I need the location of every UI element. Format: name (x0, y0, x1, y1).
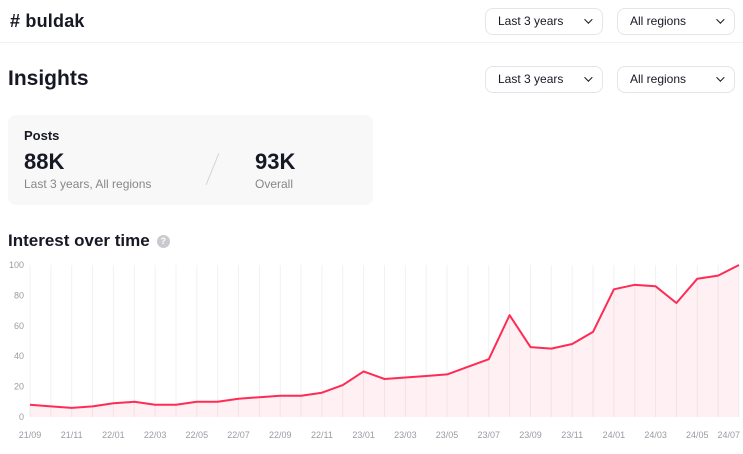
topbar-filters: Last 3 years All regions (485, 7, 735, 35)
topbar: # buldak Last 3 years All regions (0, 0, 743, 42)
posts-caption-filtered: Last 3 years, All regions (24, 177, 152, 191)
chart-title-row: Interest over time ? (0, 231, 743, 251)
header-divider (0, 42, 743, 43)
svg-text:80: 80 (14, 290, 24, 300)
region-dropdown-top[interactable]: All regions (617, 7, 735, 35)
svg-text:23/01: 23/01 (352, 430, 375, 440)
svg-text:21/11: 21/11 (61, 430, 83, 440)
hashtag-title: # buldak (10, 10, 85, 31)
svg-text:23/05: 23/05 (436, 430, 459, 440)
insights-filters: Last 3 years All regions (485, 65, 735, 93)
svg-text:22/07: 22/07 (227, 430, 250, 440)
svg-text:23/03: 23/03 (394, 430, 417, 440)
region-value: All regions (630, 72, 687, 86)
svg-text:23/11: 23/11 (561, 430, 583, 440)
region-dropdown-insights[interactable]: All regions (617, 65, 735, 93)
chevron-down-icon (584, 15, 593, 24)
posts-stat-filtered: 88K Last 3 years, All regions (24, 149, 212, 192)
svg-text:24/07: 24/07 (717, 430, 740, 440)
posts-count-overall: 93K (255, 149, 296, 174)
svg-text:22/05: 22/05 (186, 430, 209, 440)
svg-text:24/01: 24/01 (603, 430, 626, 440)
svg-text:40: 40 (14, 351, 24, 361)
svg-text:22/01: 22/01 (102, 430, 125, 440)
chevron-down-icon (716, 15, 725, 24)
chart-title: Interest over time (8, 231, 150, 250)
time-range-dropdown-top[interactable]: Last 3 years (485, 7, 603, 35)
chevron-down-icon (584, 73, 593, 82)
svg-text:21/09: 21/09 (19, 430, 42, 440)
posts-caption-overall: Overall (255, 177, 294, 191)
svg-text:22/11: 22/11 (311, 430, 333, 440)
info-icon[interactable]: ? (156, 234, 170, 248)
chevron-down-icon (716, 73, 725, 82)
posts-card-stats: 88K Last 3 years, All regions 93K Overal… (24, 149, 357, 192)
svg-text:0: 0 (19, 412, 24, 422)
insights-title: Insights (8, 67, 89, 90)
posts-count-filtered: 88K (24, 149, 65, 174)
svg-text:23/09: 23/09 (519, 430, 542, 440)
chart-container: 0 20 40 60 80 100 21/09 21/11 22/01 22/03 22/05 22/… (0, 255, 743, 447)
svg-text:22/03: 22/03 (144, 430, 167, 440)
svg-text:22/09: 22/09 (269, 430, 292, 440)
svg-text:60: 60 (14, 321, 24, 331)
insights-header: Insights Last 3 years All regions (0, 57, 743, 101)
svg-text:20: 20 (14, 382, 24, 392)
svg-text:24/05: 24/05 (686, 430, 709, 440)
posts-card-label: Posts (24, 128, 60, 143)
svg-text:100: 100 (9, 260, 24, 270)
posts-card: Posts 88K Last 3 years, All regions 93K … (8, 115, 373, 205)
time-range-value: Last 3 years (498, 14, 564, 28)
svg-text:23/07: 23/07 (477, 430, 500, 440)
interest-chart[interactable]: 0 20 40 60 80 100 21/09 21/11 22/01 22/03 22/05 22/… (0, 255, 743, 447)
region-value: All regions (630, 14, 687, 28)
svg-text:24/03: 24/03 (644, 430, 667, 440)
time-range-value: Last 3 years (498, 72, 564, 86)
time-range-dropdown-insights[interactable]: Last 3 years (485, 65, 603, 93)
posts-stat-overall: 93K Overall (255, 149, 296, 192)
